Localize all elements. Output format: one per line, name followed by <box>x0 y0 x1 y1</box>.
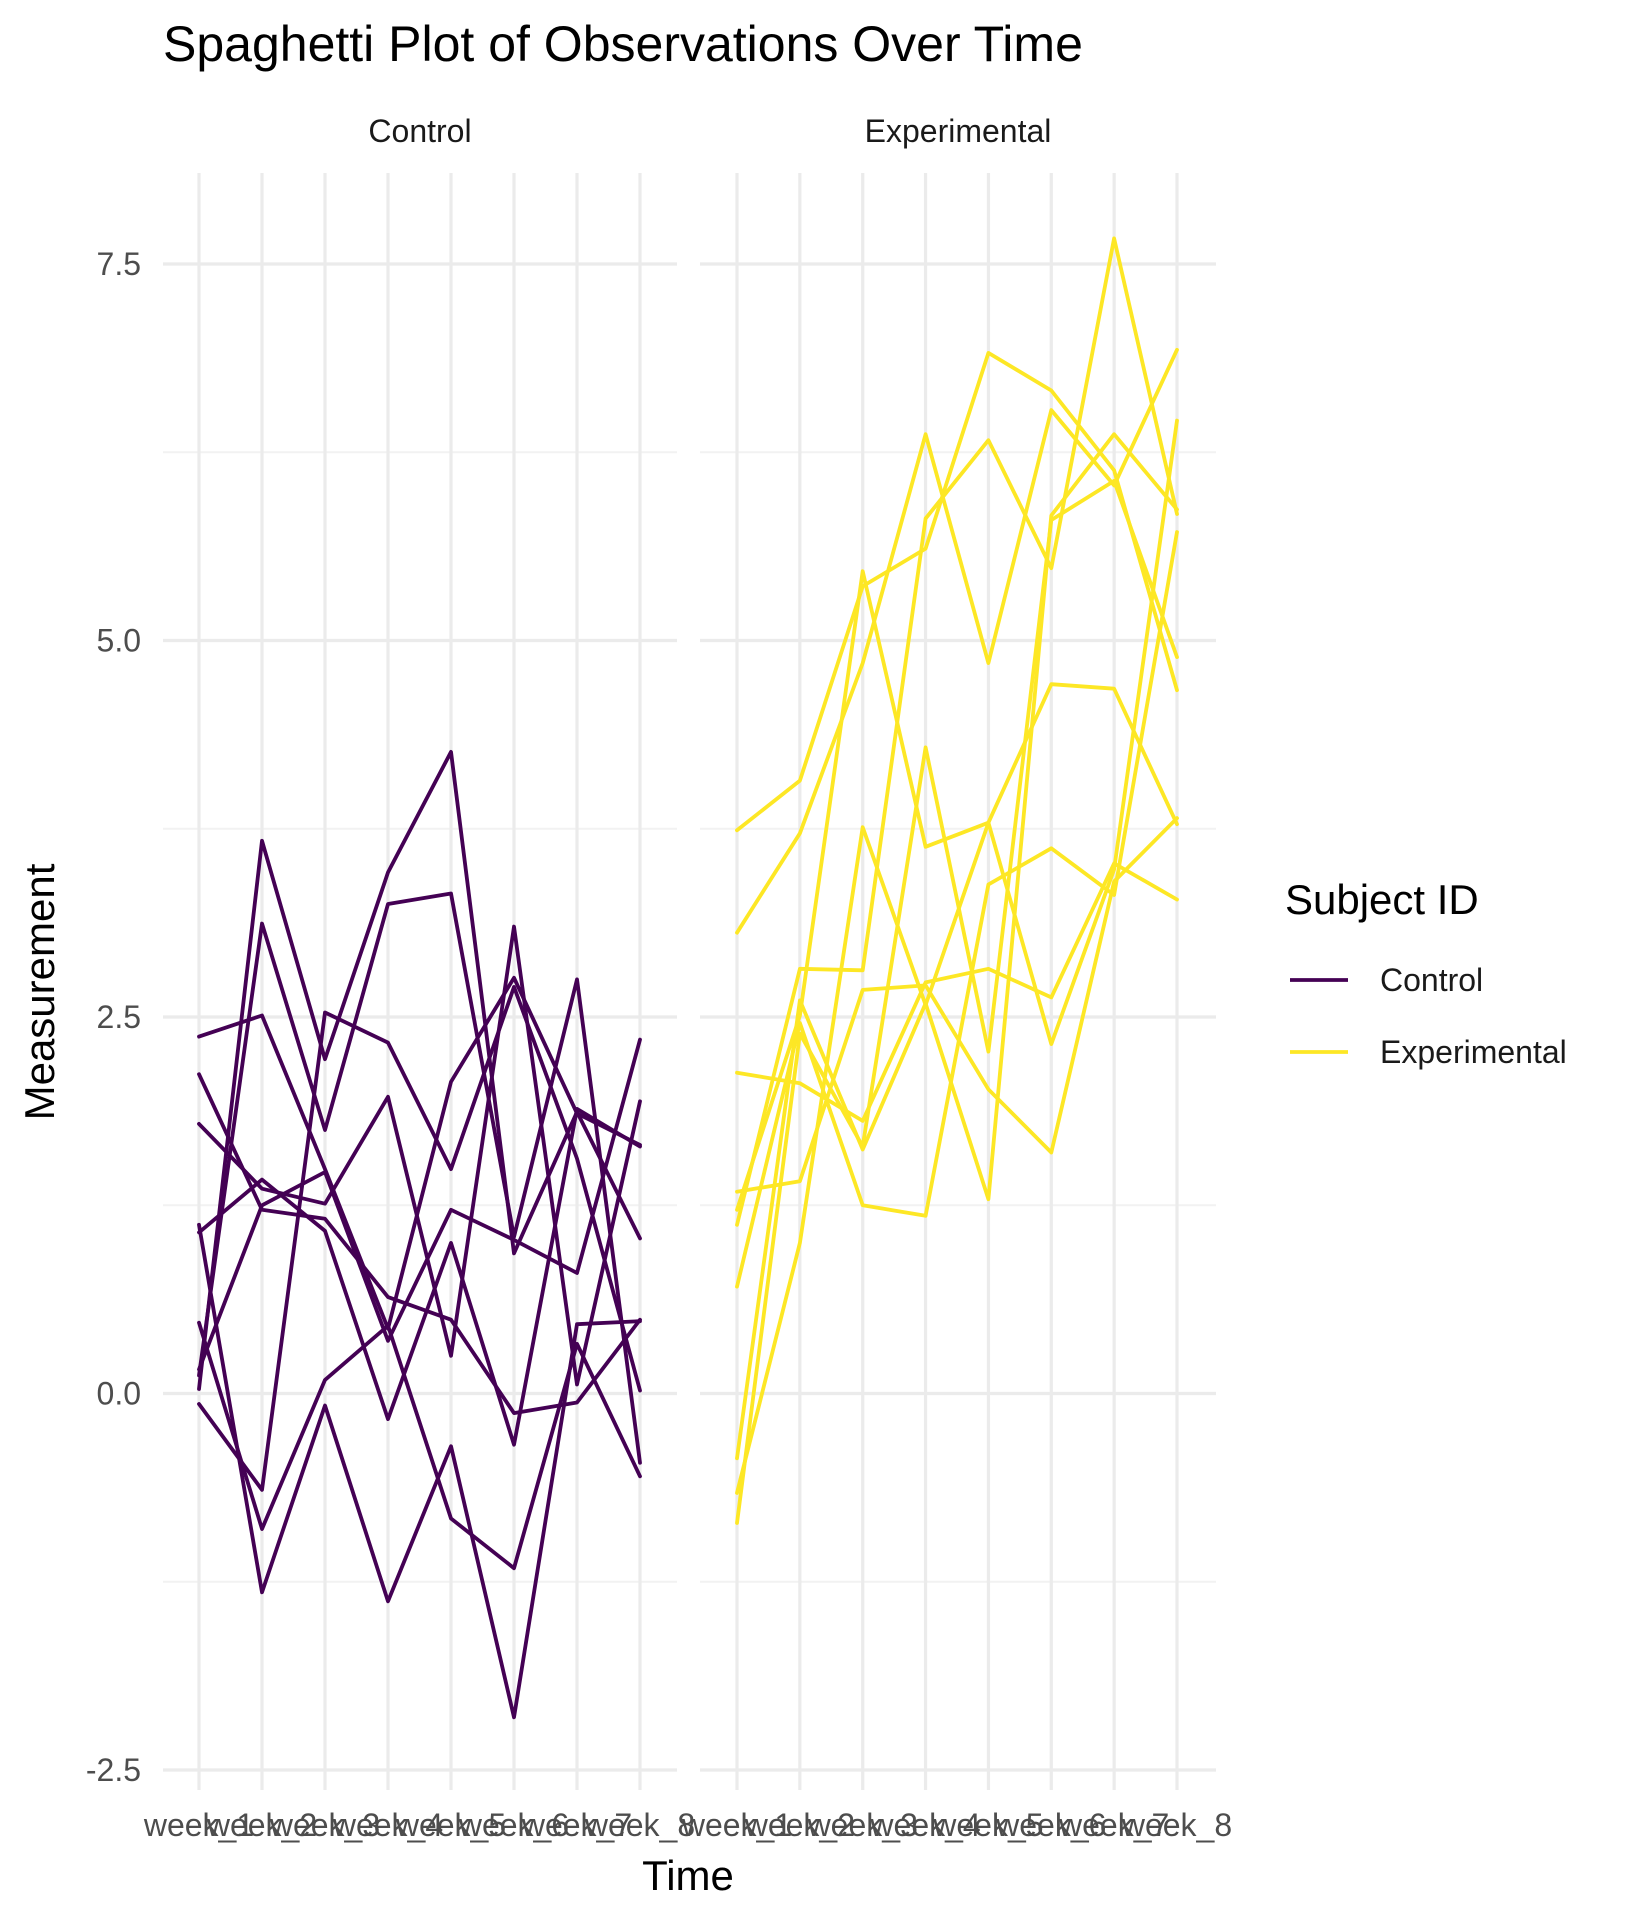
x-tick-label: week_2 <box>206 1807 317 1843</box>
y-axis-ticks: -2.5 0.0 2.5 5.0 7.5 <box>86 246 141 1788</box>
series-line <box>197 1037 642 1372</box>
x-tick-label: week_8 <box>1121 1807 1232 1843</box>
series-line <box>735 816 1179 1194</box>
panel-experimental: Experimental <box>700 113 1216 1790</box>
x-axis-title: Time <box>642 1852 734 1899</box>
x-tick-label: week_7 <box>1058 1807 1169 1843</box>
x-tick-label: week_5 <box>395 1807 506 1843</box>
y-tick-label: 7.5 <box>97 246 141 282</box>
panel-strip-label: Control <box>368 113 471 149</box>
y-tick-label: 0.0 <box>97 1376 141 1412</box>
x-tick-label: week_3 <box>807 1807 918 1843</box>
x-tick-label: week_4 <box>332 1807 443 1843</box>
series-line <box>197 924 642 1387</box>
x-tick-label: week_1 <box>143 1807 254 1843</box>
y-axis-title: Measurement <box>16 863 63 1120</box>
series-line <box>197 1072 642 1415</box>
series-line <box>197 891 642 1465</box>
panel-control: Control <box>163 113 677 1790</box>
chart-title: Spaghetti Plot of Observations Over Time <box>163 16 1083 72</box>
x-tick-label: week_3 <box>269 1807 380 1843</box>
x-tick-label: week_6 <box>458 1807 569 1843</box>
x-tick-label: week_7 <box>521 1807 632 1843</box>
series-line <box>735 682 1179 1495</box>
series-line <box>735 347 1179 935</box>
series-line <box>197 1107 642 1447</box>
series-line <box>735 236 1179 1227</box>
x-tick-label: week_5 <box>932 1807 1043 1843</box>
x-tick-label: week_6 <box>995 1807 1106 1843</box>
legend-label: Experimental <box>1380 1034 1567 1070</box>
y-tick-label: 2.5 <box>97 999 141 1035</box>
series-line <box>197 985 642 1492</box>
legend: Subject ID Control Experimental <box>1285 876 1567 1070</box>
x-tick-label: week_2 <box>744 1807 855 1843</box>
series-line <box>735 351 1179 833</box>
series-line <box>735 418 1179 1212</box>
series-line <box>735 479 1179 1525</box>
y-tick-label: 5.0 <box>97 623 141 659</box>
series-line <box>197 975 642 1331</box>
x-tick-label: week_4 <box>869 1807 980 1843</box>
legend-label: Control <box>1380 962 1483 998</box>
series-line <box>197 1222 642 1720</box>
y-tick-label: -2.5 <box>86 1752 141 1788</box>
x-axis-ticks: week_1week_2week_3week_4week_5week_6week… <box>143 1807 1232 1843</box>
panel-strip-label: Experimental <box>865 113 1052 149</box>
x-tick-label: week_8 <box>584 1807 695 1843</box>
series-line <box>735 432 1179 1461</box>
series-line <box>197 1320 642 1571</box>
legend-title: Subject ID <box>1285 876 1479 923</box>
x-tick-label: week_1 <box>681 1807 792 1843</box>
series-line <box>197 750 642 1391</box>
